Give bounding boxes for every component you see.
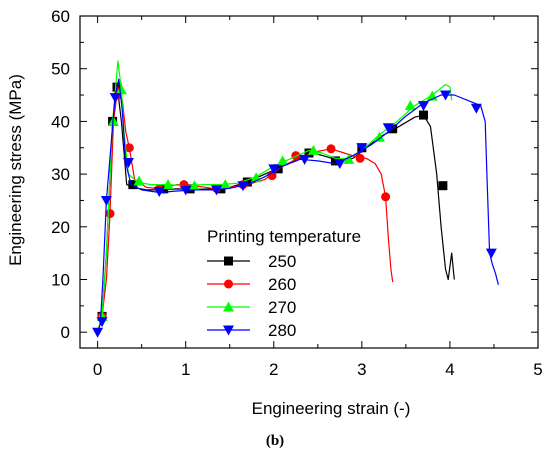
- data-point-250: [438, 181, 448, 191]
- axis-ticks: [80, 15, 539, 348]
- x-tick-label: 2: [269, 360, 278, 379]
- data-point-270: [307, 144, 319, 155]
- x-tick-label: 4: [445, 360, 454, 379]
- x-tick-label: 0: [93, 360, 102, 379]
- panel-label: (b): [265, 433, 285, 449]
- data-point-280: [96, 317, 108, 328]
- y-tick-label: 50: [51, 60, 70, 79]
- data-point-280: [299, 154, 311, 165]
- y-tick-label: 10: [51, 270, 70, 289]
- data-point-270: [373, 131, 385, 142]
- legend-label-250: 250: [268, 252, 296, 271]
- data-point-270: [219, 179, 231, 190]
- data-point-280: [268, 164, 280, 175]
- legend-item-270: 270: [207, 298, 296, 317]
- legend-label-260: 260: [268, 275, 296, 294]
- data-point-260: [124, 143, 134, 153]
- data-point-280: [153, 186, 165, 197]
- data-point-260: [355, 153, 365, 163]
- y-tick-label: 30: [51, 165, 70, 184]
- y-tick-label: 0: [61, 323, 70, 342]
- data-point-250: [128, 180, 138, 190]
- data-point-280: [92, 327, 104, 338]
- legend-marker-260: [224, 279, 233, 289]
- data-point-280: [334, 159, 346, 170]
- series-line-280: [97, 78, 499, 333]
- legend-item-280: 280: [207, 321, 296, 340]
- y-axis-title: Engineering stress (MPa): [6, 74, 25, 266]
- x-tick-label: 1: [181, 360, 190, 379]
- data-point-280: [211, 185, 223, 196]
- legend-title: Printing temperature: [207, 227, 361, 246]
- series-line-260: [97, 86, 394, 333]
- series-line-250: [97, 83, 455, 333]
- data-point-280: [485, 248, 497, 259]
- data-point-270: [133, 175, 145, 186]
- series-260: [97, 86, 394, 333]
- data-point-280: [418, 101, 429, 112]
- data-point-250: [419, 110, 428, 120]
- x-tick-label: 3: [357, 360, 366, 379]
- data-point-270: [404, 100, 416, 111]
- data-point-280: [109, 93, 121, 104]
- series-280: [92, 78, 499, 338]
- data-point-280: [440, 90, 452, 101]
- data-point-280: [237, 181, 249, 192]
- legend-item-260: 260: [207, 275, 296, 294]
- legend-item-250: 250: [207, 252, 296, 271]
- legend-label-270: 270: [268, 298, 296, 317]
- legend-marker-280: [223, 325, 234, 336]
- y-tick-label: 60: [51, 7, 70, 26]
- data-point-280: [100, 195, 112, 206]
- data-point-270: [277, 155, 289, 166]
- legend-marker-270: [223, 301, 234, 312]
- data-point-270: [189, 180, 200, 191]
- x-tick-label: 5: [533, 360, 542, 379]
- x-axis-title: Engineering strain (-): [252, 399, 411, 418]
- data-point-260: [326, 144, 336, 154]
- data-point-270: [162, 179, 174, 190]
- y-tick-label: 20: [51, 218, 70, 237]
- data-point-280: [382, 123, 394, 134]
- data-point-260: [105, 209, 115, 219]
- y-tick-label: 40: [51, 112, 70, 131]
- series-270: [96, 60, 453, 333]
- legend-marker-250: [224, 256, 233, 266]
- data-point-270: [343, 153, 355, 164]
- plot-area: [79, 15, 539, 349]
- data-point-280: [180, 185, 192, 196]
- data-point-280: [470, 103, 482, 114]
- series-line-270: [97, 60, 453, 333]
- data-point-280: [122, 158, 134, 169]
- data-point-280: [356, 143, 368, 154]
- legend-label-280: 280: [268, 321, 296, 340]
- series-layer: [92, 60, 499, 338]
- data-point-270: [115, 84, 127, 95]
- data-point-260: [291, 151, 301, 161]
- data-point-260: [381, 192, 391, 202]
- legend: Printing temperature 250 260 270 280: [207, 227, 361, 340]
